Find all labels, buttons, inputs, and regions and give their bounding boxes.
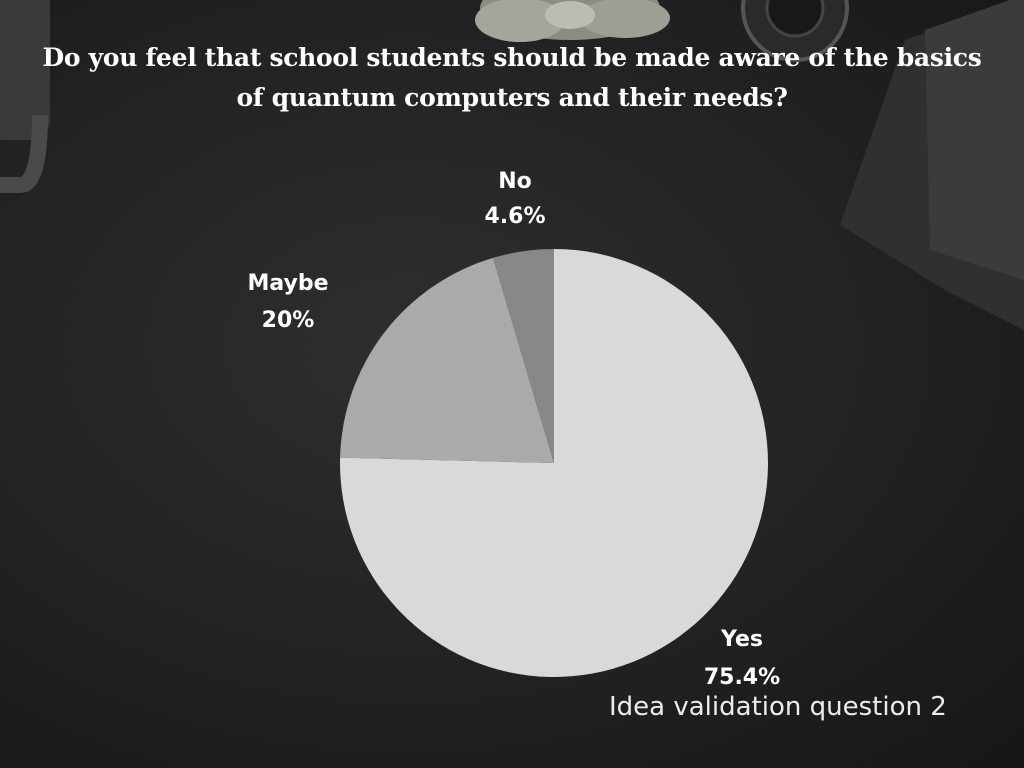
mug-decor bbox=[0, 0, 50, 193]
slice-label-yes: Yes bbox=[720, 627, 763, 652]
pie-slice-no bbox=[493, 249, 554, 463]
caption: Idea validation question 2 bbox=[609, 692, 947, 722]
slice-value-yes: 75.4% bbox=[704, 665, 780, 690]
pie-slice-maybe bbox=[340, 257, 554, 463]
slice-label-maybe: Maybe bbox=[247, 271, 328, 296]
slice-value-maybe: 20% bbox=[262, 308, 315, 333]
plant-decor bbox=[475, 0, 670, 42]
slice-value-no: 4.6% bbox=[484, 204, 545, 229]
lens-decor bbox=[741, 0, 849, 62]
chart-title: Do you feel that school students should … bbox=[42, 43, 982, 112]
slice-label-no: No bbox=[498, 169, 532, 194]
notebook-decor bbox=[840, 0, 1024, 330]
